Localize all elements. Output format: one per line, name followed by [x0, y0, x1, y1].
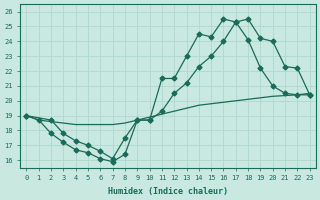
X-axis label: Humidex (Indice chaleur): Humidex (Indice chaleur) — [108, 187, 228, 196]
